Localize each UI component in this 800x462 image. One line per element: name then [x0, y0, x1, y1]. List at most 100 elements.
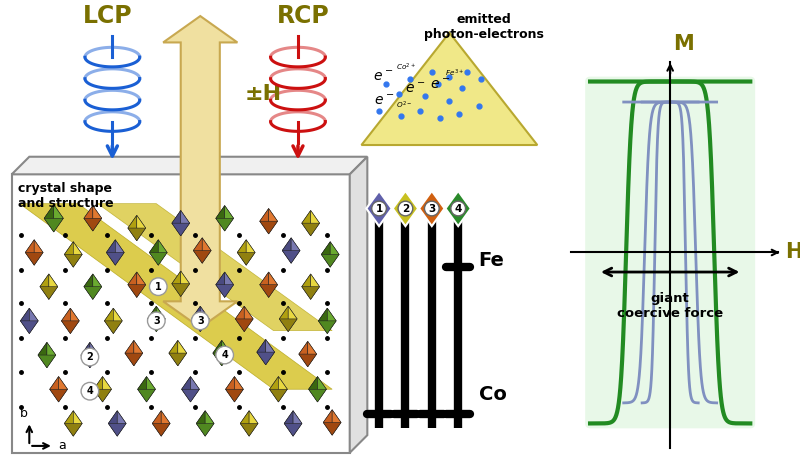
Polygon shape	[108, 424, 126, 436]
Polygon shape	[202, 238, 211, 263]
Polygon shape	[257, 340, 266, 365]
Polygon shape	[282, 238, 291, 263]
Polygon shape	[128, 272, 146, 285]
Polygon shape	[196, 424, 214, 436]
Text: RCP: RCP	[277, 4, 330, 28]
Polygon shape	[225, 272, 234, 298]
Polygon shape	[194, 238, 211, 250]
Polygon shape	[64, 424, 82, 436]
Polygon shape	[194, 238, 202, 263]
Polygon shape	[366, 191, 392, 226]
Polygon shape	[249, 411, 258, 436]
Polygon shape	[282, 250, 300, 263]
Polygon shape	[190, 377, 199, 402]
Polygon shape	[362, 33, 538, 145]
Polygon shape	[169, 340, 178, 366]
Text: emitted
photon-electrons: emitted photon-electrons	[424, 13, 543, 41]
Polygon shape	[169, 353, 186, 366]
Polygon shape	[216, 218, 234, 231]
Polygon shape	[169, 340, 186, 353]
Polygon shape	[50, 389, 67, 402]
Polygon shape	[34, 240, 43, 265]
Polygon shape	[238, 240, 246, 265]
Text: Fe: Fe	[478, 251, 505, 270]
Polygon shape	[235, 306, 253, 319]
Polygon shape	[38, 355, 56, 368]
Polygon shape	[288, 306, 297, 332]
Polygon shape	[293, 411, 302, 436]
Polygon shape	[590, 81, 750, 424]
Polygon shape	[161, 411, 170, 436]
Polygon shape	[327, 308, 336, 334]
Text: 3: 3	[197, 316, 204, 326]
Polygon shape	[270, 377, 287, 389]
Polygon shape	[137, 272, 146, 298]
Polygon shape	[40, 287, 58, 299]
Polygon shape	[147, 319, 165, 332]
Polygon shape	[279, 306, 288, 332]
Polygon shape	[94, 389, 111, 402]
Polygon shape	[137, 215, 146, 241]
Circle shape	[372, 201, 386, 216]
Text: H: H	[786, 243, 800, 262]
Polygon shape	[279, 306, 297, 319]
Polygon shape	[152, 424, 170, 436]
Polygon shape	[246, 240, 255, 265]
Polygon shape	[302, 211, 310, 236]
Polygon shape	[216, 272, 225, 298]
Polygon shape	[284, 424, 302, 436]
Polygon shape	[81, 355, 98, 368]
Text: 2: 2	[402, 204, 409, 213]
Polygon shape	[150, 240, 158, 265]
Polygon shape	[81, 342, 98, 355]
Text: 1: 1	[375, 204, 382, 213]
Polygon shape	[105, 321, 122, 334]
Polygon shape	[147, 306, 156, 332]
Polygon shape	[213, 340, 230, 353]
Polygon shape	[309, 389, 326, 402]
Polygon shape	[181, 271, 190, 297]
Polygon shape	[106, 252, 124, 265]
Polygon shape	[38, 342, 47, 368]
Polygon shape	[128, 285, 146, 298]
Polygon shape	[309, 377, 318, 402]
Polygon shape	[318, 308, 336, 321]
Polygon shape	[125, 340, 134, 366]
Polygon shape	[84, 287, 102, 299]
Polygon shape	[284, 411, 293, 436]
Polygon shape	[200, 306, 209, 332]
Polygon shape	[138, 389, 155, 402]
Polygon shape	[270, 389, 287, 402]
Polygon shape	[194, 250, 211, 263]
Polygon shape	[310, 211, 319, 236]
Polygon shape	[62, 321, 79, 334]
Circle shape	[150, 278, 167, 296]
Polygon shape	[70, 308, 79, 334]
Polygon shape	[216, 272, 234, 285]
Polygon shape	[172, 211, 181, 236]
Polygon shape	[128, 228, 146, 241]
Polygon shape	[240, 424, 258, 436]
Polygon shape	[108, 411, 126, 424]
Text: 4: 4	[86, 386, 94, 396]
Polygon shape	[108, 411, 118, 436]
Polygon shape	[106, 240, 124, 252]
Polygon shape	[302, 223, 319, 236]
Polygon shape	[302, 274, 319, 287]
Polygon shape	[235, 306, 244, 332]
Polygon shape	[172, 284, 190, 297]
Polygon shape	[90, 342, 98, 368]
Polygon shape	[330, 242, 339, 267]
Polygon shape	[196, 411, 214, 424]
Polygon shape	[332, 410, 341, 435]
Polygon shape	[64, 242, 82, 255]
Polygon shape	[216, 206, 234, 218]
Polygon shape	[240, 411, 258, 424]
Polygon shape	[191, 306, 209, 319]
Text: M: M	[673, 34, 694, 54]
Polygon shape	[105, 308, 122, 321]
Polygon shape	[81, 342, 90, 368]
Polygon shape	[240, 411, 249, 436]
Polygon shape	[191, 319, 209, 332]
Polygon shape	[93, 274, 102, 299]
